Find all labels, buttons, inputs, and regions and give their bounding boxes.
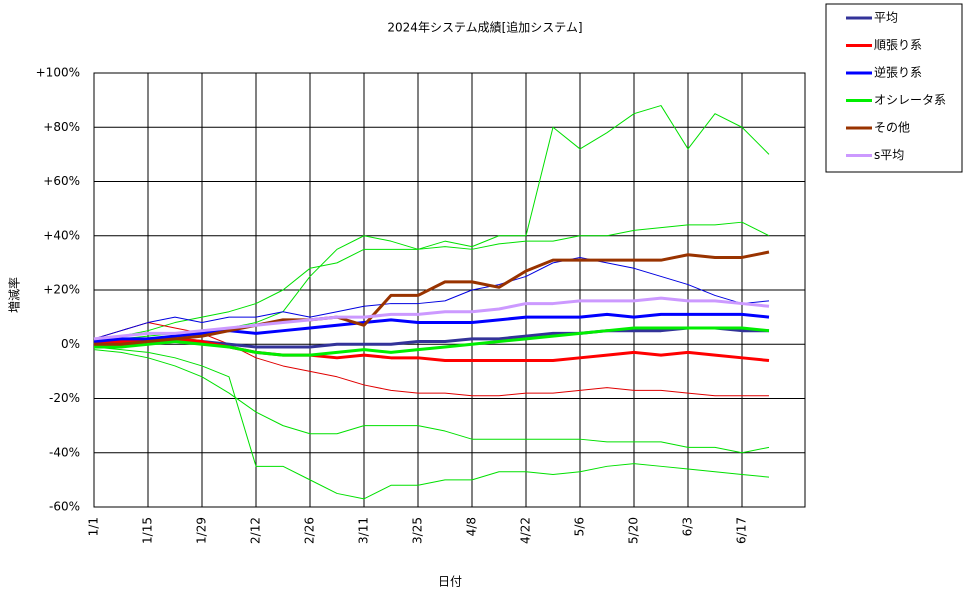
series-line bbox=[93, 296, 770, 341]
x-tick-label: 2/26 bbox=[303, 517, 317, 544]
series-line bbox=[93, 349, 770, 454]
x-tick-label: 1/29 bbox=[195, 517, 209, 544]
legend-label: オシレータ系 bbox=[874, 93, 946, 107]
legend-label: 平均 bbox=[874, 11, 898, 25]
x-tick-label: 5/6 bbox=[573, 517, 587, 536]
x-tick-label: 5/20 bbox=[627, 517, 641, 544]
y-tick-label: -60% bbox=[49, 500, 80, 514]
y-tick-label: 0% bbox=[61, 337, 80, 351]
x-tick-label: 6/17 bbox=[735, 517, 749, 544]
legend bbox=[825, 3, 963, 173]
y-tick-label: +20% bbox=[43, 283, 80, 297]
series-line bbox=[93, 221, 770, 343]
x-tick-label: 2/12 bbox=[249, 517, 263, 544]
y-tick-label: +40% bbox=[43, 228, 80, 242]
series-line bbox=[94, 250, 770, 346]
x-tick-label: 6/3 bbox=[681, 517, 695, 536]
chart-title: 2024年システム成績[追加システム] bbox=[387, 20, 582, 35]
series-line bbox=[93, 312, 770, 344]
series-line bbox=[94, 326, 770, 357]
y-tick-label: +80% bbox=[43, 120, 80, 134]
x-axis-label: 日付 bbox=[438, 575, 462, 589]
legend-label: 順張り系 bbox=[874, 38, 922, 52]
y-tick-label: +100% bbox=[36, 66, 80, 80]
x-tick-label: 4/22 bbox=[519, 517, 533, 544]
x-tick-label: 1/15 bbox=[141, 517, 155, 544]
series-line bbox=[93, 256, 770, 340]
x-tick-label: 3/25 bbox=[411, 517, 425, 544]
series-line bbox=[93, 346, 770, 500]
x-tick-label: 1/1 bbox=[87, 517, 101, 536]
x-tick-label: 3/11 bbox=[357, 517, 371, 544]
legend-label: その他 bbox=[874, 121, 910, 135]
x-tick-label: 4/8 bbox=[465, 517, 479, 536]
y-axis-label: 増減率 bbox=[7, 277, 22, 313]
legend-label: s平均 bbox=[874, 148, 904, 162]
y-tick-label: +60% bbox=[43, 174, 80, 188]
legend-label: 逆張り系 bbox=[874, 65, 922, 80]
y-tick-label: -40% bbox=[49, 445, 80, 459]
series-line bbox=[93, 337, 770, 363]
y-tick-label: -20% bbox=[49, 391, 80, 405]
